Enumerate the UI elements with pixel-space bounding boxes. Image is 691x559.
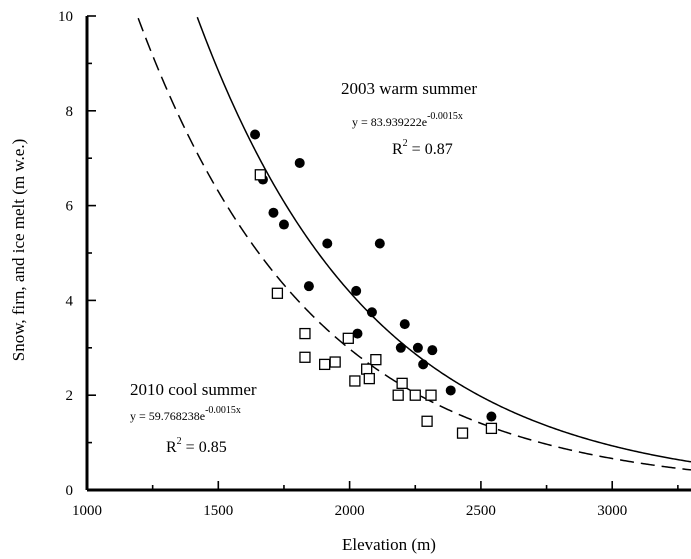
point-2010 <box>349 375 361 387</box>
point-2010 <box>342 332 354 344</box>
y-tick-label: 6 <box>66 199 74 215</box>
point-2003 <box>294 157 305 168</box>
series-2003-label: 2003 warm summer <box>341 79 477 98</box>
x-tick-label: 1000 <box>72 503 102 519</box>
point-2010 <box>409 389 421 401</box>
point-2010 <box>329 356 341 368</box>
x-tick-label: 2500 <box>466 503 496 519</box>
point-2003 <box>268 207 279 218</box>
annotation-2010: 2010 cool summer y = 59.768238e-0.0015x … <box>130 380 257 456</box>
series-2003-equation: y = 83.939222e-0.0015x <box>352 111 463 129</box>
point-2003 <box>399 319 410 330</box>
point-2010 <box>363 372 375 385</box>
point-2003 <box>418 359 429 370</box>
series-2010-r2: R2 = 0.85 <box>166 436 227 456</box>
point-2010 <box>299 327 311 340</box>
y-tick-label: 0 <box>66 483 74 499</box>
x-tick-label: 2000 <box>335 503 365 519</box>
y-tick-label: 4 <box>66 293 74 309</box>
point-2010 <box>299 351 311 363</box>
point-2003 <box>303 281 314 292</box>
series-2010-label: 2010 cool summer <box>130 380 257 399</box>
point-2003 <box>351 285 362 296</box>
y-tick-label: 10 <box>58 9 73 25</box>
point-2003 <box>374 238 385 249</box>
point-2010 <box>319 358 331 371</box>
x-axis-title: Elevation (m) <box>342 535 436 554</box>
point-2003 <box>395 342 406 353</box>
point-2003 <box>250 129 261 140</box>
x-tick-label: 1500 <box>203 503 233 519</box>
y-axis-title: Snow, firn, and ice melt (m w.e.) <box>9 139 28 362</box>
point-2010 <box>396 377 408 390</box>
point-2003 <box>352 328 363 339</box>
point-2010 <box>485 422 498 435</box>
point-2010 <box>271 287 284 299</box>
point-2003 <box>412 342 423 353</box>
y-tick-label: 8 <box>66 104 74 120</box>
point-2010 <box>421 415 433 427</box>
fit-curve-2003 <box>196 16 691 463</box>
point-2010 <box>254 169 266 181</box>
y-tick-label: 2 <box>66 388 74 404</box>
point-2010 <box>392 389 404 401</box>
series-2003-r2: R2 = 0.87 <box>392 138 453 158</box>
axes <box>85 15 691 492</box>
data-points <box>250 129 498 439</box>
series-2010-equation: y = 59.768238e-0.0015x <box>130 405 241 423</box>
point-2003 <box>278 219 289 230</box>
point-2003 <box>427 345 438 356</box>
point-2010 <box>425 389 437 401</box>
point-2010 <box>361 363 373 375</box>
x-tick-label: 3000 <box>597 503 627 519</box>
point-2003 <box>486 411 497 422</box>
point-2003 <box>322 238 333 249</box>
point-2010 <box>370 353 382 366</box>
point-2003 <box>366 307 377 318</box>
tick-labels: 0 2 4 6 8 10 1000 1500 2000 2500 3000 <box>58 9 627 519</box>
annotation-2003: 2003 warm summer y = 83.939222e-0.0015x … <box>341 79 477 158</box>
point-2010 <box>456 427 469 439</box>
point-2003 <box>445 385 456 396</box>
